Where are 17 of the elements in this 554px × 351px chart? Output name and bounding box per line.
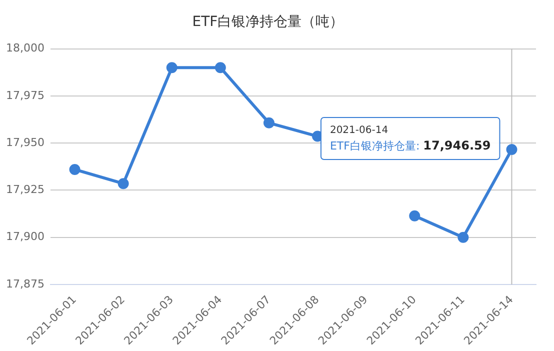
y-tick-label: 18,000 [6, 42, 44, 55]
point [263, 117, 274, 128]
annotation: ETF白银净持仓量: 17,946.59 [330, 138, 491, 153]
point [458, 232, 469, 243]
point [166, 62, 178, 74]
annotation: 2021-06-14 [330, 125, 388, 136]
point [69, 164, 80, 175]
point [409, 210, 420, 222]
chart-title: ETF白银净持仓量（吨） [192, 14, 344, 30]
y-tick-label: 17,925 [6, 183, 44, 196]
point [118, 178, 129, 190]
y-tick-label: 17,875 [6, 277, 44, 290]
y-tick-label: 17,975 [6, 88, 44, 102]
y-tick-label: 17,900 [6, 230, 44, 244]
point [214, 62, 226, 74]
y-tick-label: 17,950 [6, 136, 44, 149]
point [506, 144, 518, 155]
